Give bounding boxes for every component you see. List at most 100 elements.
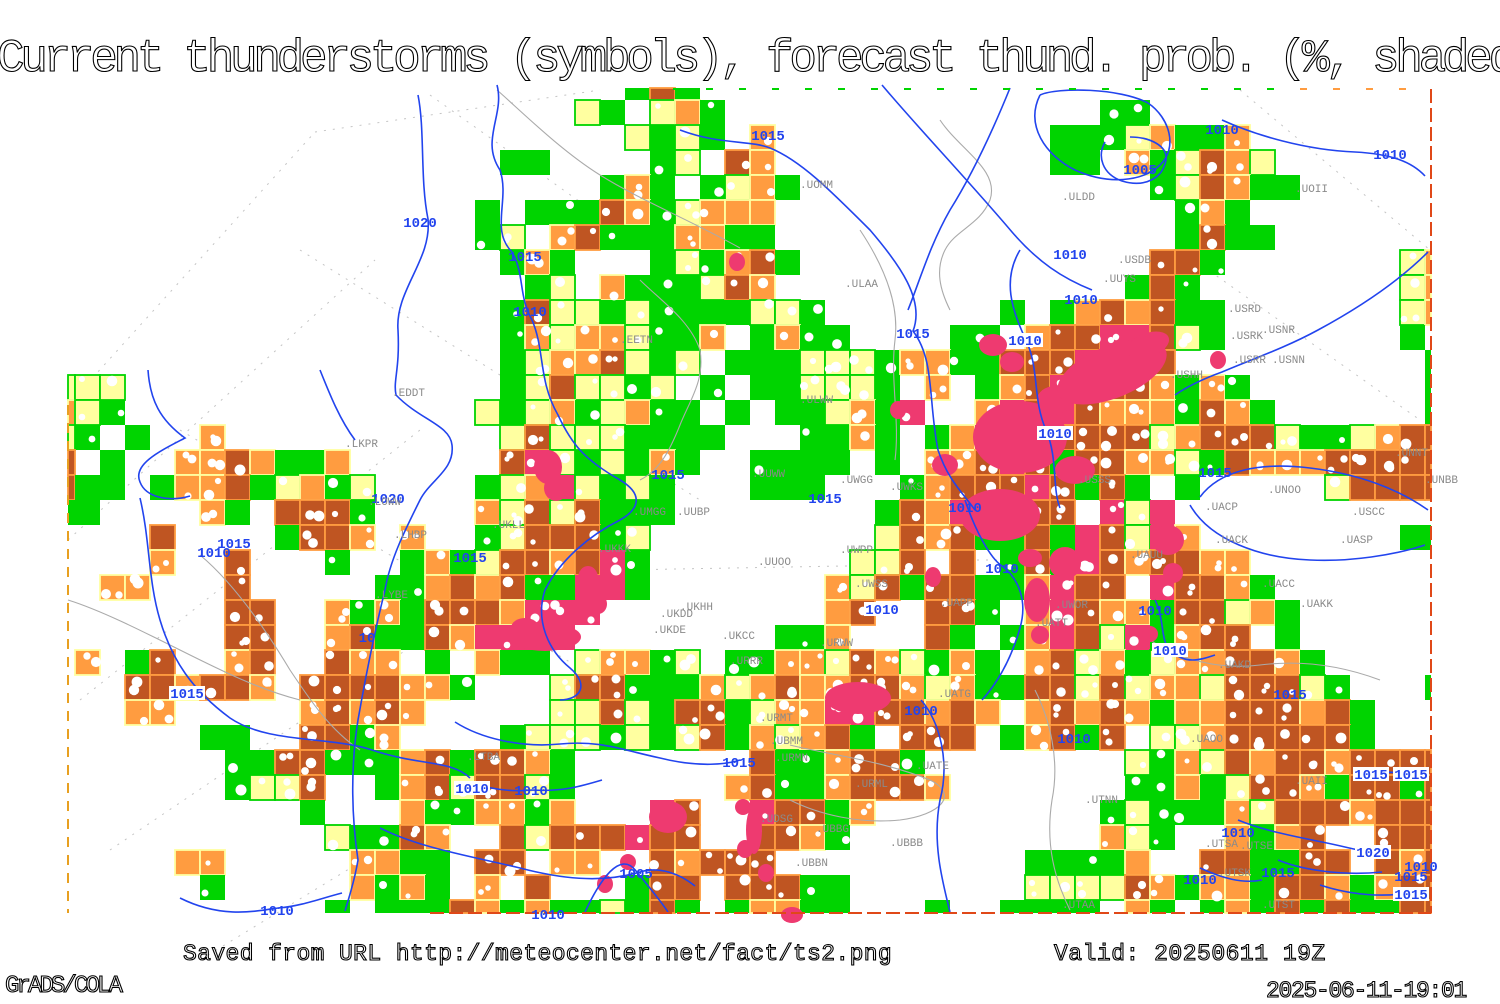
svg-text:.UTSA: .UTSA <box>1205 839 1238 851</box>
svg-text:1010: 1010 <box>948 501 982 517</box>
svg-text:.UAOO: .UAOO <box>1190 734 1223 746</box>
svg-text:1010: 1010 <box>1038 427 1072 443</box>
svg-text:1015: 1015 <box>722 756 756 772</box>
svg-text:1015: 1015 <box>808 492 842 508</box>
svg-text:1015: 1015 <box>1394 768 1428 784</box>
svg-text:.UAUU: .UAUU <box>1130 550 1163 562</box>
svg-text:1015: 1015 <box>170 687 204 703</box>
svg-text:.UBBN: .UBBN <box>795 858 828 870</box>
svg-text:.UKHH: .UKHH <box>680 602 713 614</box>
svg-text:.UDSG: .UDSG <box>760 814 793 826</box>
svg-text:1010: 1010 <box>1373 148 1407 164</box>
svg-text:.UTSE: .UTSE <box>1240 841 1273 853</box>
svg-text:.UACP: .UACP <box>1205 502 1238 514</box>
svg-text:1015: 1015 <box>508 250 542 266</box>
svg-text:.UWGG: .UWGG <box>840 475 873 487</box>
svg-text:.UBBG: .UBBG <box>816 824 849 836</box>
svg-text:1005: 1005 <box>619 867 653 883</box>
svg-text:.UNOO: .UNOO <box>1268 485 1301 497</box>
svg-text:.UUYS: .UUYS <box>1103 274 1136 286</box>
svg-text:.UTSK: .UTSK <box>1218 868 1251 880</box>
svg-text:.UUWW: .UUWW <box>752 469 785 481</box>
svg-text:1010: 1010 <box>455 782 489 798</box>
svg-text:1015: 1015 <box>1354 768 1388 784</box>
svg-text:.UWOR: .UWOR <box>1055 600 1088 612</box>
svg-text:.EETN: .EETN <box>620 335 653 347</box>
svg-text:.USCC: .USCC <box>1352 507 1385 519</box>
svg-text:1010: 1010 <box>197 546 231 562</box>
svg-text:.ULWW: .ULWW <box>800 395 833 407</box>
svg-text:.UBMM: .UBMM <box>770 736 803 748</box>
svg-text:.UWPP: .UWPP <box>840 545 873 557</box>
svg-text:1020: 1020 <box>371 492 405 508</box>
svg-text:.UTAA: .UTAA <box>1062 900 1095 912</box>
svg-text:1010: 1010 <box>865 603 899 619</box>
svg-text:1015: 1015 <box>217 537 251 553</box>
svg-text:.USRD: .USRD <box>1228 304 1261 316</box>
svg-text:1020: 1020 <box>1356 846 1390 862</box>
svg-text:.LYBE: .LYBE <box>375 590 408 602</box>
svg-text:1010: 1010 <box>514 784 548 800</box>
svg-text:10: 10 <box>359 631 376 647</box>
svg-text:.UOII: .UOII <box>1295 184 1328 196</box>
svg-text:.UATT: .UATT <box>1035 618 1068 630</box>
svg-text:.ULDD: .ULDD <box>1062 192 1095 204</box>
svg-text:1010: 1010 <box>1138 604 1172 620</box>
svg-text:1010: 1010 <box>1057 732 1091 748</box>
svg-text:.LOWW: .LOWW <box>368 497 401 509</box>
svg-text:.UAII: .UAII <box>1295 776 1328 788</box>
svg-text:.USNN: .USNN <box>1272 355 1305 367</box>
svg-text:1010: 1010 <box>1183 873 1217 889</box>
svg-text:1010: 1010 <box>1053 248 1087 264</box>
svg-text:1010: 1010 <box>904 704 938 720</box>
svg-text:.USDB: .USDB <box>1118 255 1151 267</box>
svg-text:.UNNT: .UNNT <box>1395 448 1428 460</box>
svg-text:.USNR: .USNR <box>1262 325 1295 337</box>
svg-text:.UKLL: .UKLL <box>492 520 525 532</box>
svg-text:1010: 1010 <box>513 305 547 321</box>
svg-text:.UKDE: .UKDE <box>653 625 686 637</box>
svg-text:.UATG: .UATG <box>938 689 971 701</box>
svg-text:.URML: .URML <box>855 779 888 791</box>
svg-text:.USHH: .USHH <box>1170 370 1203 382</box>
svg-text:1010: 1010 <box>1008 334 1042 350</box>
svg-text:.UKKK: .UKKK <box>598 544 631 556</box>
svg-text:.URWW: .URWW <box>820 638 853 650</box>
svg-text:.URMN: .URMN <box>775 753 808 765</box>
svg-text:.LHBP: .LHBP <box>394 530 427 542</box>
svg-text:1015: 1015 <box>1261 866 1295 882</box>
svg-text:.UAPP: .UAPP <box>940 598 973 610</box>
svg-text:.USRK: .USRK <box>1230 331 1263 343</box>
svg-text:1015: 1015 <box>1394 888 1428 904</box>
svg-text:.EDDT: .EDDT <box>392 388 425 400</box>
svg-text:.UBBB: .UBBB <box>890 838 923 850</box>
svg-text:1010: 1010 <box>1404 860 1438 876</box>
svg-text:1015: 1015 <box>1273 688 1307 704</box>
svg-text:.UACK: .UACK <box>1215 535 1248 547</box>
svg-text:.URRR: .URRR <box>730 656 763 668</box>
svg-text:.UWSS: .UWSS <box>855 579 888 591</box>
svg-text:1010: 1010 <box>1221 826 1255 842</box>
svg-text:1010: 1010 <box>1153 644 1187 660</box>
svg-text:.USRR: .USRR <box>1233 355 1266 367</box>
svg-text:.USSS: .USSS <box>1078 475 1111 487</box>
svg-text:.UKCC: .UKCC <box>722 631 755 643</box>
svg-text:.UASP: .UASP <box>1340 535 1373 547</box>
svg-text:.URMT: .URMT <box>760 713 793 725</box>
svg-text:.UACC: .UACC <box>1262 579 1295 591</box>
svg-text:.UNBB: .UNBB <box>1425 475 1458 487</box>
svg-text:.UWKS: .UWKS <box>890 482 923 494</box>
svg-text:1010: 1010 <box>1205 123 1239 139</box>
svg-text:.UOMM: .UOMM <box>800 180 833 192</box>
svg-text:.UTNN: .UTNN <box>1085 795 1118 807</box>
svg-text:.UMGG: .UMGG <box>633 507 666 519</box>
svg-text:.UAKD: .UAKD <box>1218 660 1251 672</box>
svg-text:1015: 1015 <box>1198 466 1232 482</box>
svg-text:1015: 1015 <box>651 468 685 484</box>
svg-text:1015: 1015 <box>453 551 487 567</box>
svg-text:.LKPR: .LKPR <box>345 439 378 451</box>
svg-text:1010: 1010 <box>531 908 565 924</box>
svg-text:.UTST: .UTST <box>1262 900 1295 912</box>
svg-text:.UATE: .UATE <box>916 761 949 773</box>
svg-text:.LTBA: .LTBA <box>467 752 500 764</box>
